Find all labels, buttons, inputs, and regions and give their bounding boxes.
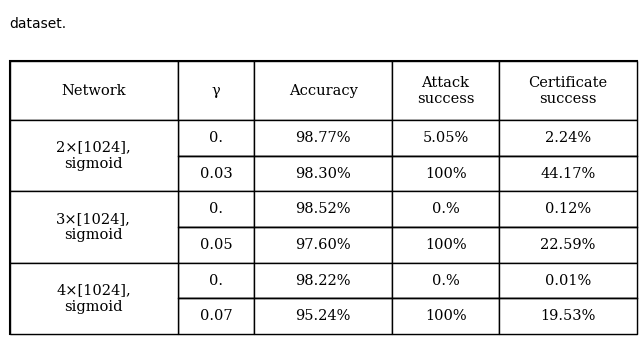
Bar — [499, 191, 637, 227]
Bar — [10, 263, 178, 334]
Bar — [178, 191, 254, 227]
Bar — [392, 191, 499, 227]
Text: 98.22%: 98.22% — [296, 273, 351, 288]
Bar — [499, 156, 637, 191]
Text: 0.05: 0.05 — [200, 238, 232, 252]
Bar — [10, 61, 637, 334]
Text: 19.53%: 19.53% — [540, 309, 596, 323]
Bar — [178, 120, 254, 156]
Text: 100%: 100% — [425, 309, 467, 323]
Text: 0.07: 0.07 — [200, 309, 232, 323]
Text: 44.17%: 44.17% — [540, 166, 596, 181]
Bar — [254, 120, 392, 156]
Text: 0.: 0. — [209, 202, 223, 216]
Text: Attack
success: Attack success — [417, 76, 474, 106]
Text: Certificate
success: Certificate success — [529, 76, 607, 106]
Text: 2.24%: 2.24% — [545, 131, 591, 145]
Text: 100%: 100% — [425, 166, 467, 181]
Text: 98.30%: 98.30% — [295, 166, 351, 181]
Bar — [392, 263, 499, 298]
Text: 98.52%: 98.52% — [296, 202, 351, 216]
Bar — [392, 61, 499, 120]
Text: 98.77%: 98.77% — [296, 131, 351, 145]
Text: 0.%: 0.% — [432, 273, 460, 288]
Text: 4×[1024],
sigmoid: 4×[1024], sigmoid — [56, 283, 131, 314]
Bar — [392, 298, 499, 334]
Text: 0.01%: 0.01% — [545, 273, 591, 288]
Bar — [392, 156, 499, 191]
Text: 0.03: 0.03 — [200, 166, 232, 181]
Text: Network: Network — [61, 84, 126, 98]
Text: 0.: 0. — [209, 131, 223, 145]
Text: 97.60%: 97.60% — [296, 238, 351, 252]
Text: Accuracy: Accuracy — [289, 84, 358, 98]
Bar — [178, 298, 254, 334]
Text: dataset.: dataset. — [10, 17, 67, 31]
Bar — [178, 263, 254, 298]
Bar — [499, 120, 637, 156]
Text: 5.05%: 5.05% — [422, 131, 468, 145]
Bar — [254, 227, 392, 263]
Bar — [254, 263, 392, 298]
Bar — [392, 227, 499, 263]
Bar — [499, 61, 637, 120]
Bar — [10, 120, 178, 191]
Text: 22.59%: 22.59% — [540, 238, 596, 252]
Bar — [254, 156, 392, 191]
Bar — [254, 191, 392, 227]
Bar — [499, 263, 637, 298]
Bar — [178, 61, 254, 120]
Text: 3×[1024],
sigmoid: 3×[1024], sigmoid — [56, 212, 131, 242]
Text: 0.12%: 0.12% — [545, 202, 591, 216]
Bar — [499, 227, 637, 263]
Text: 2×[1024],
sigmoid: 2×[1024], sigmoid — [56, 140, 131, 171]
Bar — [254, 61, 392, 120]
Bar — [10, 61, 178, 120]
Bar — [178, 156, 254, 191]
Bar — [178, 227, 254, 263]
Bar — [254, 298, 392, 334]
Bar — [392, 120, 499, 156]
Text: 0.%: 0.% — [432, 202, 460, 216]
Text: 0.: 0. — [209, 273, 223, 288]
Text: 100%: 100% — [425, 238, 467, 252]
Bar — [499, 298, 637, 334]
Bar — [10, 191, 178, 263]
Text: γ: γ — [212, 84, 221, 98]
Text: 95.24%: 95.24% — [296, 309, 351, 323]
